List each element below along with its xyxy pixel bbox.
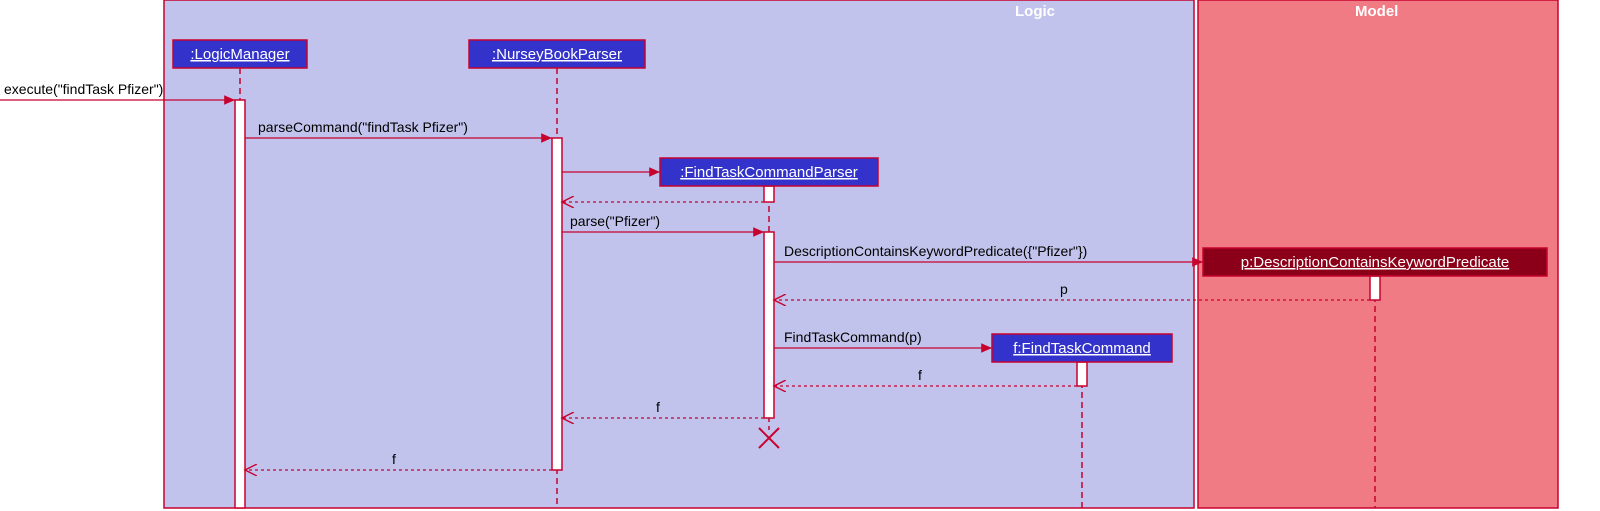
frame-model-title: Model (1355, 3, 1398, 20)
message-0-label: execute("findTask Pfizer") (4, 81, 163, 97)
message-4-label: parse("Pfizer") (570, 213, 660, 229)
participant-cmdParser-label: :FindTaskCommandParser (680, 164, 858, 181)
message-9-label: f (656, 399, 660, 415)
message-1-label: parseCommand("findTask Pfizer") (258, 119, 468, 135)
activation-cmdParser-3 (764, 232, 774, 418)
participant-cmd-label: f:FindTaskCommand (1013, 340, 1151, 357)
activation-cmd-4 (1077, 362, 1087, 386)
activation-logicManager-0 (235, 100, 245, 508)
message-6-label: p (1060, 281, 1068, 297)
participant-predicate-label: p:DescriptionContainsKeywordPredicate (1241, 254, 1509, 271)
message-8-label: f (918, 367, 922, 383)
activation-parser-1 (552, 138, 562, 470)
activation-cmdParser-2 (764, 186, 774, 202)
frame-logic-title: Logic (1015, 3, 1055, 20)
participant-logicManager-label: :LogicManager (190, 46, 289, 63)
participant-parser-label: :NurseyBookParser (492, 46, 622, 63)
activation-predicate-5 (1370, 276, 1380, 300)
message-10-label: f (392, 451, 396, 467)
message-7-label: FindTaskCommand(p) (784, 329, 922, 345)
message-5-label: DescriptionContainsKeywordPredicate({"Pf… (784, 243, 1087, 259)
